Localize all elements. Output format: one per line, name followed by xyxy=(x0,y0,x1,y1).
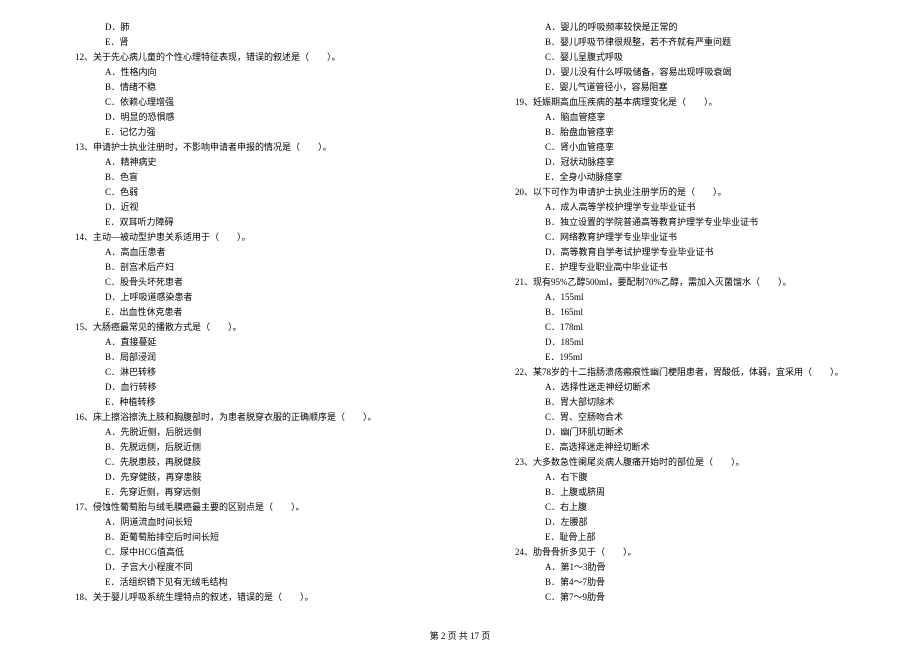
option-line: B．情绪不稳 xyxy=(50,80,430,95)
left-column: D．肺E．肾12、关于先心病儿童的个性心理特征表现，错误的叙述是（ ）。A．性格… xyxy=(40,20,460,625)
option-line: A．脑血管痉挛 xyxy=(490,110,870,125)
option-line: B．上腹或脐周 xyxy=(490,485,870,500)
option-line: C．178ml xyxy=(490,320,870,335)
option-line: C．依赖心理增强 xyxy=(50,95,430,110)
option-line: C．网络教育护理学专业毕业证书 xyxy=(490,230,870,245)
option-line: A．先脱近侧，后脱远侧 xyxy=(50,425,430,440)
option-line: A．精神病史 xyxy=(50,155,430,170)
option-line: E．肾 xyxy=(50,35,430,50)
option-line: E．全身小动脉痉挛 xyxy=(490,170,870,185)
option-line: E．记忆力强 xyxy=(50,125,430,140)
question-line: 13、申请护士执业注册时，不影响申请者申报的情况是（ ）。 xyxy=(50,140,430,155)
option-line: B．第4～7肋骨 xyxy=(490,575,870,590)
option-line: C．第7～9肋骨 xyxy=(490,590,870,605)
question-line: 18、关于婴儿呼吸系统生理特点的叙述，错误的是（ ）。 xyxy=(50,590,430,605)
page-number: 第 2 页 共 17 页 xyxy=(430,631,491,641)
option-line: E．先穿近侧，再穿远侧 xyxy=(50,485,430,500)
option-line: B．胃大部切除术 xyxy=(490,395,870,410)
option-line: D．幽门环肌切断术 xyxy=(490,425,870,440)
option-line: D．血行转移 xyxy=(50,380,430,395)
option-line: C．先脱患肢，再脱健肢 xyxy=(50,455,430,470)
option-line: E．婴儿气道管径小，容易阻塞 xyxy=(490,80,870,95)
option-line: D．冠状动脉痉挛 xyxy=(490,155,870,170)
question-line: 17、侵蚀性葡萄胎与绒毛膜癌最主要的区别点是（ ）。 xyxy=(50,500,430,515)
option-line: D．左腰部 xyxy=(490,515,870,530)
option-line: C．肾小血管痉挛 xyxy=(490,140,870,155)
option-line: E．195ml xyxy=(490,350,870,365)
page-footer: 第 2 页 共 17 页 xyxy=(0,629,920,642)
option-line: C．右上腹 xyxy=(490,500,870,515)
option-line: C．色弱 xyxy=(50,185,430,200)
option-line: C．婴儿呈腹式呼吸 xyxy=(490,50,870,65)
option-line: D．明显的恐惧感 xyxy=(50,110,430,125)
option-line: E．护理专业职业高中毕业证书 xyxy=(490,260,870,275)
question-line: 22、某78岁的十二指肠溃疡瘢痕性幽门梗阻患者，胃酸低，体弱，宜采用（ ）。 xyxy=(490,365,870,380)
option-line: B．局部浸润 xyxy=(50,350,430,365)
option-line: D．上呼吸道感染患者 xyxy=(50,290,430,305)
question-line: 21、现有95%乙醇500ml，要配制70%乙醇，需加入灭菌馏水（ ）。 xyxy=(490,275,870,290)
option-line: E．双耳听力障碍 xyxy=(50,215,430,230)
option-line: D．肺 xyxy=(50,20,430,35)
option-line: A．第1～3肋骨 xyxy=(490,560,870,575)
question-line: 16、床上擦浴擦洗上肢和胸腹部时，为患者脱穿衣服的正确顺序是（ ）。 xyxy=(50,410,430,425)
option-line: A．性格内向 xyxy=(50,65,430,80)
option-line: E．耻骨上部 xyxy=(490,530,870,545)
option-line: A．右下腹 xyxy=(490,470,870,485)
option-line: B．独立设置的学院普通高等教育护理学专业毕业证书 xyxy=(490,215,870,230)
option-line: B．色盲 xyxy=(50,170,430,185)
option-line: B．婴儿呼吸节律很规整，若不齐就有严重问题 xyxy=(490,35,870,50)
option-line: D．子宫大小程度不同 xyxy=(50,560,430,575)
option-line: E．活组织镜下见有无绒毛结构 xyxy=(50,575,430,590)
question-line: 12、关于先心病儿童的个性心理特征表现，错误的叙述是（ ）。 xyxy=(50,50,430,65)
option-line: C．淋巴转移 xyxy=(50,365,430,380)
option-line: D．185ml xyxy=(490,335,870,350)
option-line: D．先穿健肢，再穿患肢 xyxy=(50,470,430,485)
option-line: E．出血性休克患者 xyxy=(50,305,430,320)
option-line: B．先脱远侧，后脱近侧 xyxy=(50,440,430,455)
option-line: B．165ml xyxy=(490,305,870,320)
option-line: C．股骨头坏死患者 xyxy=(50,275,430,290)
question-line: 20、以下可作为申请护士执业注册学历的是（ ）。 xyxy=(490,185,870,200)
option-line: E．种植转移 xyxy=(50,395,430,410)
option-line: D．婴儿没有什么呼吸储备，容易出现呼吸衰竭 xyxy=(490,65,870,80)
option-line: B．距葡萄胎排空后时间长短 xyxy=(50,530,430,545)
option-line: C．尿中HCG值高低 xyxy=(50,545,430,560)
page-container: D．肺E．肾12、关于先心病儿童的个性心理特征表现，错误的叙述是（ ）。A．性格… xyxy=(0,0,920,650)
question-line: 24、肋骨骨折多见于（ ）。 xyxy=(490,545,870,560)
right-column: A．婴儿的呼吸频率较快是正常的B．婴儿呼吸节律很规整，若不齐就有严重问题C．婴儿… xyxy=(460,20,880,625)
option-line: D．高等教育自学考试护理学专业毕业证书 xyxy=(490,245,870,260)
question-line: 23、大多数急性阑尾炎病人腹痛开始时的部位是（ ）。 xyxy=(490,455,870,470)
option-line: E．高选择迷走神经切断术 xyxy=(490,440,870,455)
question-line: 15、大肠癌最常见的播散方式是（ ）。 xyxy=(50,320,430,335)
option-line: A．选择性迷走神经切断术 xyxy=(490,380,870,395)
option-line: A．成人高等学校护理学专业毕业证书 xyxy=(490,200,870,215)
question-line: 14、主动—被动型护患关系适用于（ ）。 xyxy=(50,230,430,245)
option-line: A．高血压患者 xyxy=(50,245,430,260)
option-line: A．阴道流血时间长短 xyxy=(50,515,430,530)
question-line: 19、妊娠期高血压疾病的基本病理变化是（ ）。 xyxy=(490,95,870,110)
option-line: D．近视 xyxy=(50,200,430,215)
option-line: B．胎盘血管痉挛 xyxy=(490,125,870,140)
option-line: A．直接蔓延 xyxy=(50,335,430,350)
option-line: A．155ml xyxy=(490,290,870,305)
option-line: C．胃、空肠吻合术 xyxy=(490,410,870,425)
option-line: A．婴儿的呼吸频率较快是正常的 xyxy=(490,20,870,35)
option-line: B．剖宫术后产妇 xyxy=(50,260,430,275)
